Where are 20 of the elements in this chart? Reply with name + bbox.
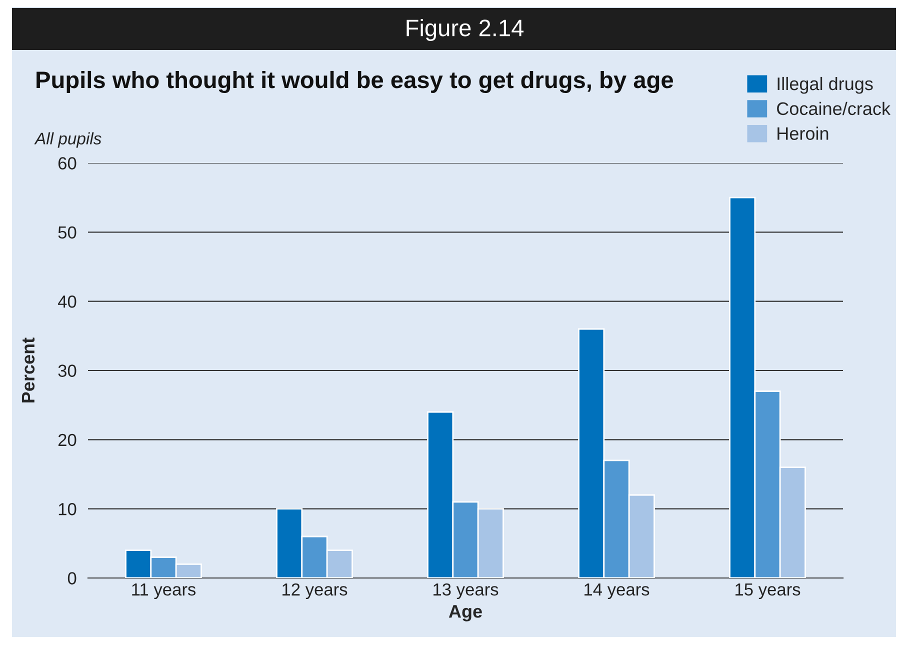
y-tick-label: 40 xyxy=(58,296,76,308)
x-tick-label: 13 years xyxy=(434,583,498,600)
x-tick-label: 11 years xyxy=(132,584,196,600)
x-tick-label: 12 years xyxy=(282,583,348,600)
legend-label: Heroin xyxy=(778,126,828,140)
x-tick-label: 14 years xyxy=(584,584,650,600)
legend-label: Illegal drugs xyxy=(778,76,873,94)
chart-subtitle: All pupils xyxy=(34,132,102,148)
legend-label: Cocaine/crack xyxy=(777,102,891,116)
y-axis-title: Percent xyxy=(22,338,35,402)
y-tick-label: 50 xyxy=(58,226,76,239)
y-tick-label: 0 xyxy=(68,572,76,584)
x-axis-title: Age xyxy=(448,605,482,622)
y-tick-label: 20 xyxy=(58,434,76,446)
y-tick-label: 60 xyxy=(58,157,76,170)
y-tick-label: 10 xyxy=(58,503,76,516)
x-tick-label: 15 years xyxy=(736,584,800,600)
y-tick-label: 30 xyxy=(58,364,76,377)
caption: Figure 2.14 xyxy=(406,18,524,42)
chart-title: Pupils who thought it would be easy to get drugs, by age xyxy=(36,70,674,94)
